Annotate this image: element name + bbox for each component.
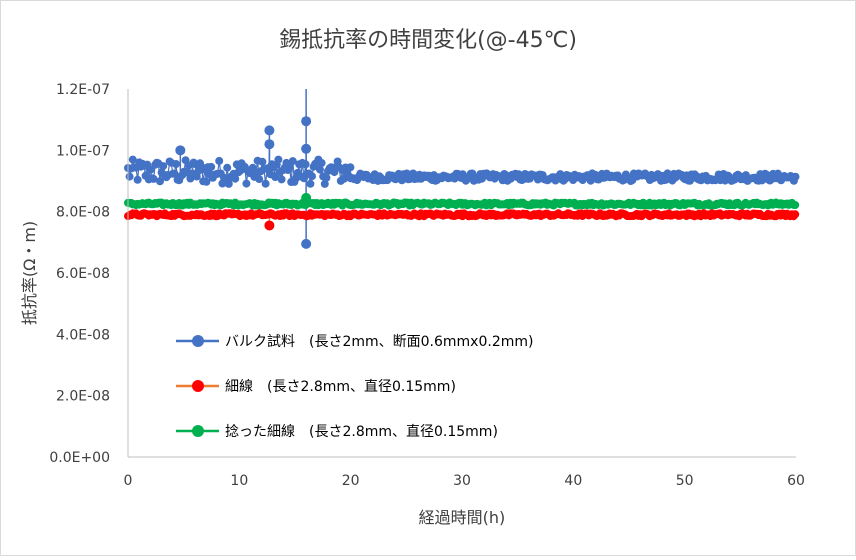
data-point — [146, 165, 155, 174]
data-point — [242, 179, 251, 188]
x-tick-label: 30 — [453, 473, 471, 489]
outlier-point — [175, 145, 186, 156]
outlier-point — [301, 143, 312, 154]
x-axis-title: 経過時間(h) — [419, 508, 506, 527]
x-tick-label: 40 — [564, 473, 582, 489]
y-tick-label: 1.2E-07 — [56, 82, 110, 98]
x-tick-labels: 0 10 20 30 40 50 60 — [124, 473, 805, 489]
data-point — [261, 179, 270, 188]
y-tick-label: 1.0E-07 — [56, 143, 110, 159]
data-point — [125, 172, 134, 181]
data-point — [791, 172, 800, 181]
legend-item: バルク試料 (長さ2mm、断面0.6mmx0.2mm) — [176, 334, 533, 350]
series-2 — [124, 192, 800, 210]
data-point — [308, 172, 316, 181]
y-tick-label: 4.0E-08 — [56, 327, 110, 343]
data-point — [316, 165, 324, 174]
series-0 — [124, 116, 800, 249]
data-point — [133, 175, 142, 184]
data-point — [277, 175, 286, 184]
data-point — [255, 175, 264, 184]
data-point — [271, 173, 280, 182]
legend-item: 捻った細線 (長さ2.8mm、直径0.15mm) — [176, 423, 498, 440]
data-point — [172, 160, 180, 168]
data-point — [320, 179, 329, 188]
legend-label: 捻った細線 (長さ2.8mm、直径0.15mm) — [225, 423, 498, 440]
legend-item: 細線 (長さ2.8mm、直径0.15mm) — [176, 378, 456, 395]
data-point — [288, 157, 297, 166]
x-tick-label: 50 — [676, 473, 694, 489]
series-1 — [124, 209, 800, 231]
outlier-point — [301, 192, 312, 203]
data-point — [346, 163, 355, 172]
plot-area — [124, 89, 800, 249]
legend-marker — [192, 380, 204, 392]
outlier-point — [264, 139, 275, 150]
data-point — [285, 163, 294, 172]
outlier-point — [301, 238, 312, 249]
legend-marker — [192, 425, 204, 437]
y-tick-label: 0.0E+00 — [49, 450, 110, 466]
data-point — [258, 157, 267, 166]
data-point — [231, 174, 240, 183]
data-point — [207, 162, 216, 171]
legend-label: 細線 (長さ2.8mm、直径0.15mm) — [225, 378, 456, 395]
x-tick-label: 60 — [787, 473, 805, 489]
legend-marker — [192, 335, 204, 347]
y-tick-labels: 0.0E+00 2.0E-08 4.0E-08 6.0E-08 8.0E-08 1.0E-… — [49, 82, 110, 466]
data-point — [317, 159, 326, 167]
y-axis-title: 抵抗率(Ω・m) — [20, 221, 39, 325]
data-point — [791, 201, 800, 209]
x-tick-label: 10 — [230, 473, 248, 489]
data-point — [322, 173, 331, 182]
data-point — [202, 177, 211, 186]
data-point — [156, 177, 164, 186]
x-tick-label: 20 — [342, 473, 360, 489]
data-point — [791, 210, 800, 219]
y-tick-label: 8.0E-08 — [56, 205, 110, 221]
data-point — [159, 162, 168, 171]
data-point — [223, 163, 232, 172]
data-point — [170, 169, 179, 178]
y-tick-label: 6.0E-08 — [56, 266, 110, 282]
y-tick-label: 2.0E-08 — [56, 389, 110, 405]
x-tick-label: 0 — [124, 473, 133, 489]
data-point — [215, 156, 224, 165]
legend: バルク試料 (長さ2mm、断面0.6mmx0.2mm) 細線 (長さ2.8mm、直… — [176, 334, 533, 440]
legend-label: バルク試料 (長さ2mm、断面0.6mmx0.2mm) — [225, 334, 533, 350]
data-point — [128, 155, 137, 164]
data-point — [274, 155, 283, 164]
chart-title: 錫抵抗率の時間変化(@-45℃) — [279, 28, 577, 53]
data-point — [224, 179, 233, 188]
data-point — [306, 179, 315, 188]
data-point — [301, 160, 310, 169]
outlier-point — [264, 125, 275, 136]
data-point — [149, 174, 158, 183]
outlier-point — [264, 220, 275, 231]
